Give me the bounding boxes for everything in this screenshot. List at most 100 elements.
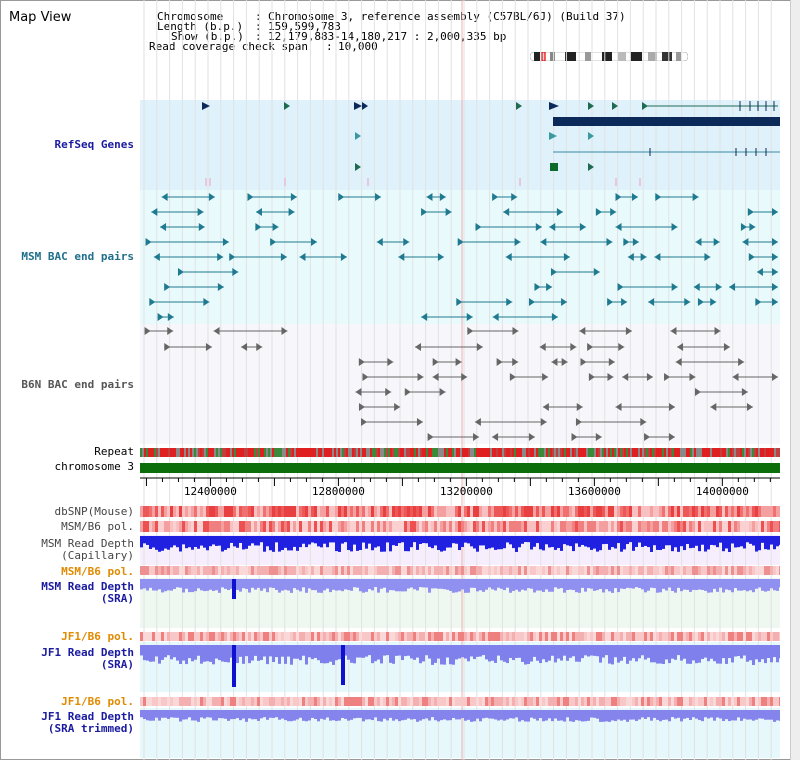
dbsnp-cell [758,506,761,517]
dbsnp-cell [221,506,224,517]
msm-pol2-cell [497,566,500,575]
msm-bac-pair-end [511,193,518,201]
msm-depth-sra-bar [446,579,449,590]
repeat-block [258,448,260,457]
msm-depth-sra-bar [539,579,542,591]
jf1-pol-cell [353,632,356,641]
msm-depth-sra-bar [641,579,644,590]
msm-depth-sra-bar [497,579,500,588]
jf1-depth-trim-bar [335,710,338,721]
genome-track-panel[interactable]: 12400000 12800000 13200000 13600000 14000000 [140,0,780,760]
repeat-block [622,448,624,457]
jf1-pol-cell [344,632,347,641]
repeat-block [190,448,192,457]
msm-pol-cell [518,521,521,532]
msm-depth-cap-bar [569,536,572,547]
jf1-depth-trim-bar [767,710,770,720]
repeat-block [506,448,508,457]
jf1-pol-cell [299,632,302,641]
b6n-bac-pair-start [362,373,369,381]
repeat-block [404,448,406,457]
msm-depth-sra-bar [623,579,626,590]
msm-pol2-cell [608,566,611,575]
vertical-scrollbar[interactable] [790,0,800,760]
jf1-depth-sra-bar [212,645,215,665]
jf1-pol-cell [560,632,563,641]
msm-bac-pair-end [710,298,717,306]
b6n-bac-pair-start [551,358,558,366]
msm-depth-sra-bar [506,579,509,588]
jf1-pol-cell [554,632,557,641]
msm-pol2-cell [485,566,488,575]
repeat-block [526,448,528,457]
jf1-pol2-cell [419,697,422,706]
msm-depth-sra-bar [575,579,578,593]
msm-pol2-cell [167,566,170,575]
msm-depth-cap-bar [236,536,239,548]
repeat-block [554,448,556,457]
msm-depth-sra-bar [707,579,710,593]
jf1-pol2-cell [557,697,560,706]
jf1-pol-cell [665,632,668,641]
msm-depth-sra-bar [296,579,299,590]
jf1-depth-trim-bar [524,710,527,722]
msm-pol2-cell [596,566,599,575]
jf1-pol2-cell [674,697,677,706]
msm-pol2-cell [419,566,422,575]
jf1-pol2-label: JF1/B6 pol. [61,695,134,708]
repeat-block [358,448,360,457]
jf1-pol-cell [728,632,731,641]
msm-pol2-cell [302,566,305,575]
track-features[interactable] [140,101,780,722]
jf1-depth-sra-bar [608,645,611,664]
refseq-genes-label: RefSeq Genes [54,138,134,151]
jf1-pol2-cell [287,697,290,706]
jf1-pol2-cell [671,697,674,706]
jf1-depth-sra-bar [353,645,356,664]
msm-depth-sra-bar [542,579,545,593]
dbsnp-cell [590,506,593,517]
jf1-depth-trim-bar [383,710,386,719]
chromosome-ideogram[interactable] [530,52,688,61]
jf1-pol2-cell [560,697,563,706]
jf1-depth-sra-bar [185,645,188,665]
jf1-pol-cell [590,632,593,641]
msm-pol-cell [728,521,731,532]
jf1-depth-trim-bar [170,710,173,718]
msm-bac-pair-end [772,268,778,276]
msm-depth-sra-bar [161,579,164,593]
msm-pol2-cell [719,566,722,575]
msm-pol2-cell [140,566,143,575]
jf1-depth-trim-bar [692,710,695,718]
repeat-block [528,448,530,457]
dbsnp-cell [545,506,548,517]
repeat-block [726,448,728,457]
dbsnp-cell [527,506,530,517]
msm-pol2-cell [737,566,740,575]
jf1-pol2-cell [749,697,752,706]
msm-depth-cap-bar [149,536,152,550]
msm-depth-sra-bar [392,579,395,591]
jf1-pol-cell [632,632,635,641]
msm-pol-cell [275,521,278,532]
msm-pol-cell [272,521,275,532]
jf1-depth-sra-bar [719,645,722,664]
msm-depth-sra-bar [350,579,353,591]
msm-pol-cell [593,521,596,532]
jf1-pol2-cell [680,697,683,706]
msm-pol-cell [575,521,578,532]
msm-depth-sra-bar [197,579,200,589]
b6n-bac-pair-start [432,373,439,381]
msm-bac-pair-start [376,238,383,246]
jf1-depth-sra-bar [668,645,671,664]
jf1-pol-cell [629,632,632,641]
jf1-depth-sra-bar [632,645,635,659]
jf1-depth-trim-bar [665,710,668,720]
msm-depth-sra-bar [314,579,317,591]
msm-depth-cap-bar [503,536,506,549]
msm-depth-sra-bar [617,579,620,593]
jf1-pol2-cell [509,697,512,706]
msm-depth-sra-bar [425,579,428,588]
msm-depth-cap-bar [578,536,581,547]
msm-depth-cap-bar [485,536,488,550]
